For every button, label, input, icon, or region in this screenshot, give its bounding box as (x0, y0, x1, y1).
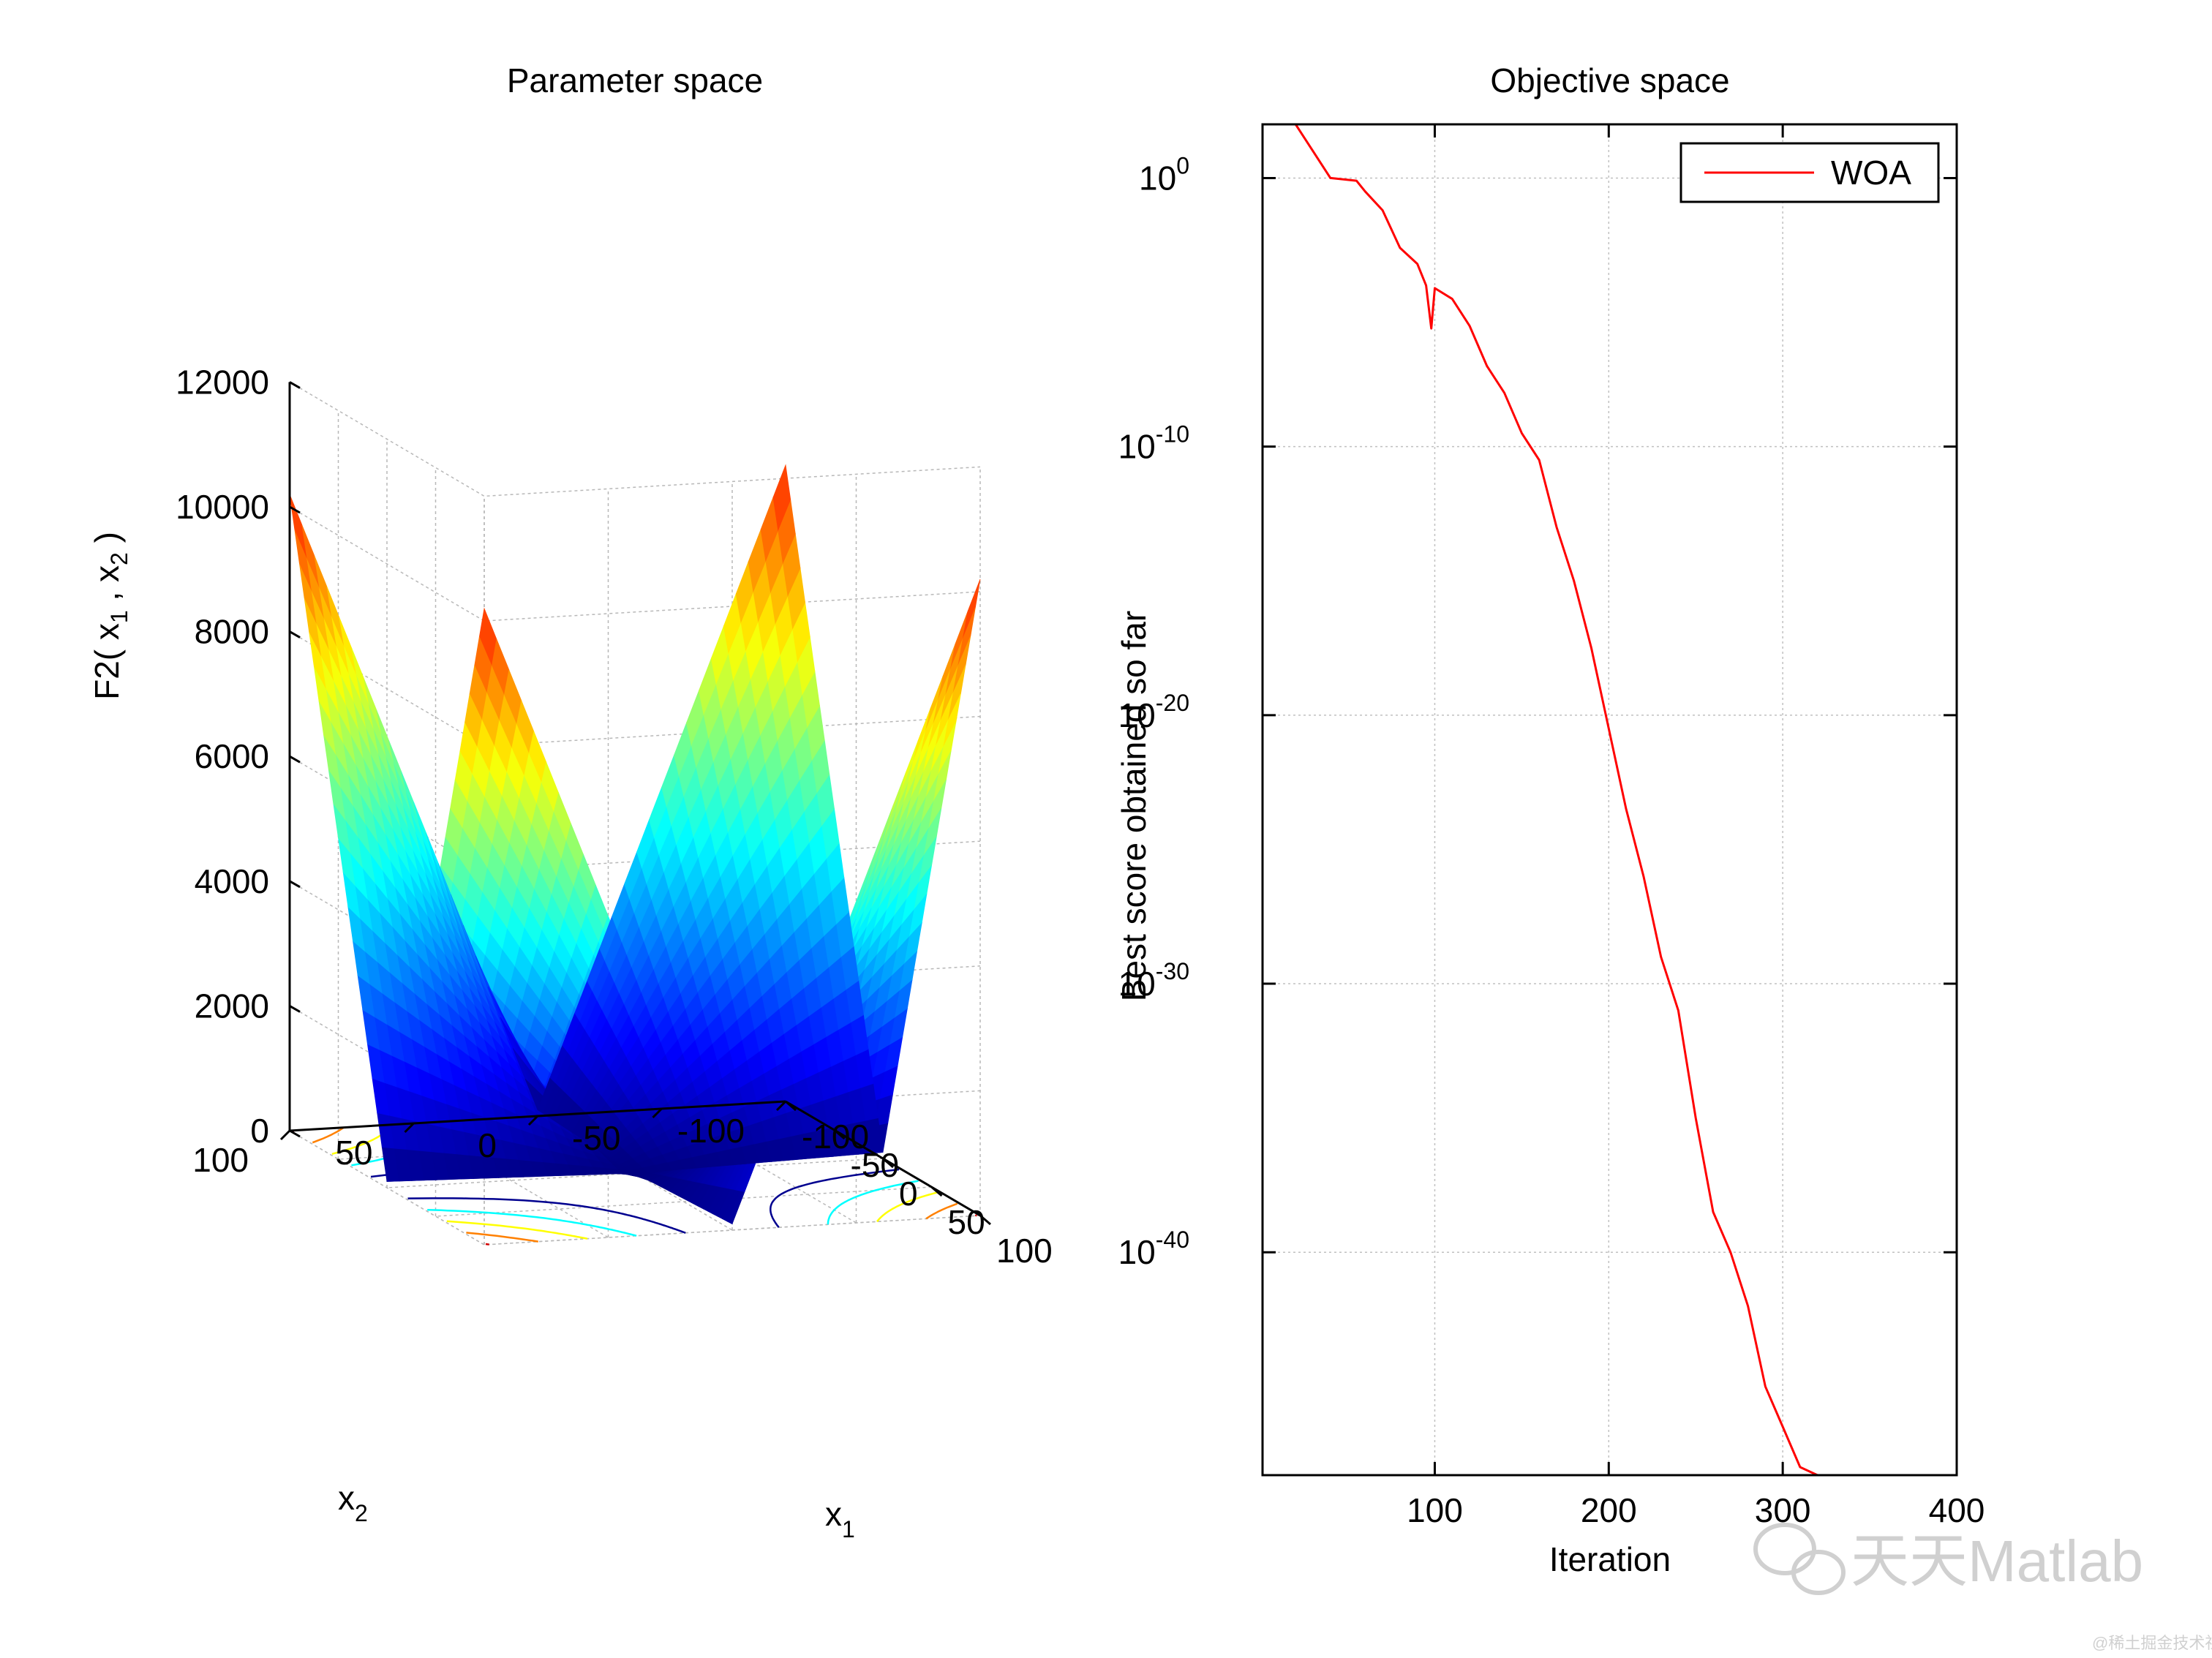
x2-tick-label: -50 (572, 1119, 620, 1157)
legend-label-woa: WOA (1831, 154, 1911, 192)
x2-label-main: x (338, 1479, 355, 1517)
score-tick-label: 10-20 (1118, 690, 1189, 734)
x1-tick-label: 50 (948, 1203, 985, 1241)
score-tick-exponent: -40 (1156, 1226, 1189, 1253)
x2-tick-label: 50 (335, 1134, 372, 1172)
x1-tick-label: -100 (802, 1118, 869, 1156)
score-tick-base: 10 (1139, 159, 1176, 197)
score-tick-label: 10-10 (1118, 421, 1189, 466)
z-tick-label: 8000 (195, 613, 269, 651)
z-label-part-4: ) (88, 532, 126, 552)
x1-label-sub: 1 (842, 1516, 855, 1542)
x2-axis-label: x2 (338, 1479, 368, 1526)
convergence-gridlines (1263, 124, 1957, 1475)
z-tick-label: 10000 (176, 488, 269, 526)
score-axis-label: Best score obtained so far (1115, 611, 1153, 1001)
z-label-part-3: 2 (106, 552, 132, 565)
x2-tick-label: -100 (677, 1112, 745, 1150)
score-tick-exponent: 0 (1176, 152, 1189, 178)
iteration-tick-labels: 100 200 300 400 (1407, 1491, 1985, 1529)
score-tick-exponent: -20 (1156, 690, 1189, 716)
x2-tick-label: 0 (478, 1126, 497, 1164)
x1-tick-label: 100 (996, 1232, 1053, 1270)
score-tick-exponent: -10 (1156, 421, 1189, 448)
x1-tick-label: 0 (899, 1175, 918, 1213)
z-label-part-2: , x (88, 565, 126, 610)
z-label-part-0: F2( x (88, 623, 126, 700)
watermark: 天天Matlab @稀土掘金技术社区 (1753, 1523, 2212, 1652)
score-tick-label: 100 (1139, 152, 1189, 197)
wechat-icon (1753, 1523, 1846, 1595)
surface-title: Parameter space (507, 61, 763, 99)
iteration-axis-label: Iteration (1549, 1540, 1671, 1578)
x2-label-sub: 2 (355, 1500, 368, 1526)
score-tick-base: 10 (1118, 965, 1156, 1003)
surface-mesh (289, 464, 981, 1225)
z-tick-label: 2000 (195, 987, 269, 1025)
z-axis-label: F2( x1 , x2 ) (88, 532, 132, 700)
z-tick-labels: 0 2000 4000 6000 8000 10000 12000 (176, 363, 301, 1150)
z-tick-label: 6000 (195, 737, 269, 775)
score-tick-base: 10 (1118, 696, 1156, 734)
x2-tick-label: 100 (192, 1141, 249, 1179)
convergence-plot: Objective space 100 200 300 400 10010-1010-… (1115, 61, 1985, 1578)
z-tick-label: 12000 (176, 363, 269, 401)
iteration-tick-label: 200 (1581, 1491, 1637, 1529)
x2-tick-labels: -100 -50 0 50 100 (192, 1100, 787, 1179)
iteration-tick-label: 100 (1407, 1491, 1463, 1529)
watermark-site: @稀土掘金技术社区 (2092, 1634, 2212, 1652)
surface-plot: Parameter space 020004000600080001000012… (88, 61, 1053, 1542)
z-label-part-1: 1 (106, 610, 132, 623)
woa-series-line (1263, 123, 1957, 1477)
score-tick-exponent: -30 (1156, 958, 1189, 984)
legend: WOA (1679, 142, 1940, 203)
z-tick-label: 0 (250, 1112, 269, 1150)
convergence-axes-box (1261, 123, 1958, 1477)
x1-axis-label: x1 (825, 1495, 855, 1542)
watermark-brand: 天天Matlab (1851, 1529, 2143, 1594)
z-tick-label: 4000 (195, 862, 269, 900)
x1-label-main: x (825, 1495, 842, 1533)
score-tick-base: 10 (1118, 1233, 1156, 1271)
score-tick-base: 10 (1118, 428, 1156, 466)
convergence-ticks (1263, 124, 1958, 1475)
iteration-tick-label: 400 (1929, 1491, 1985, 1529)
score-tick-label: 10-30 (1118, 958, 1189, 1003)
objective-title: Objective space (1490, 61, 1729, 99)
score-tick-label: 10-40 (1118, 1226, 1189, 1271)
